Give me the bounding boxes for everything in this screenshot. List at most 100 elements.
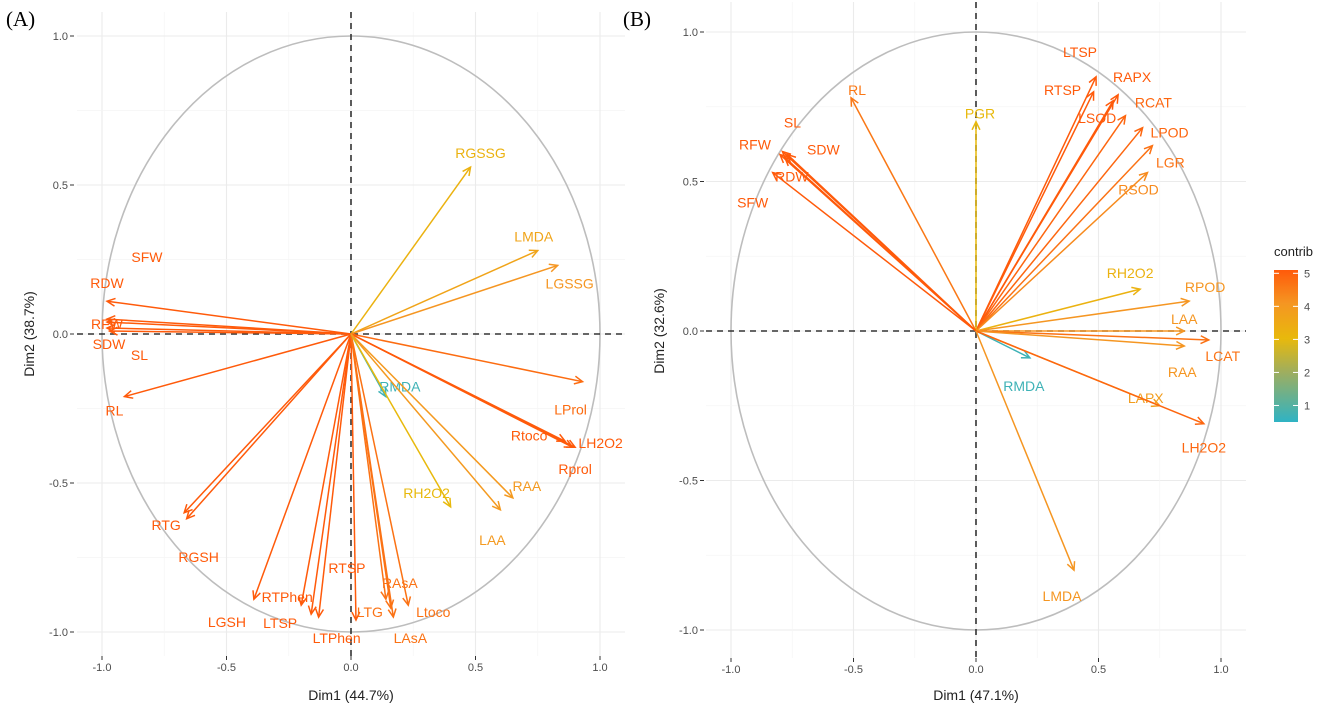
variable-arrow-lgssg: LGSSG	[350, 263, 594, 335]
variable-label: LH2O2	[1182, 440, 1227, 456]
variable-label: RL	[848, 82, 866, 98]
variable-arrow-lasa: LAsA	[350, 333, 428, 646]
arrow-head	[385, 599, 395, 610]
y-tick-label: 0.0	[53, 329, 68, 341]
variable-label: RAPX	[1113, 69, 1152, 85]
variable-arrow-ltphen: LTPhen	[313, 333, 361, 646]
arrow-shaft	[350, 333, 501, 511]
x-tick-label: 0.5	[468, 662, 483, 674]
variable-arrow-sl: SL	[107, 326, 352, 363]
variable-arrow-lcat: LCAT	[975, 330, 1241, 364]
arrow-head	[105, 297, 116, 307]
variable-label: LAA	[1171, 311, 1198, 327]
variable-label: RTG	[152, 517, 181, 533]
x-tick-label: 0.5	[1091, 664, 1106, 676]
arrow-head	[1175, 340, 1186, 350]
variable-arrow-rl: RL	[848, 82, 977, 332]
arrow-shaft	[975, 100, 1114, 332]
arrow-head	[1066, 561, 1076, 572]
arrow-shaft	[106, 321, 352, 335]
variable-label: LAA	[479, 532, 506, 548]
arrow-head	[1134, 126, 1144, 137]
y-tick-label: 0.0	[683, 326, 698, 338]
arrow-shaft	[350, 333, 395, 618]
variable-arrow-lsod: LSOD	[975, 99, 1116, 332]
variable-arrow-raa: RAA	[350, 333, 542, 500]
variable-label: LTSP	[263, 615, 297, 631]
variable-arrow-rmda: RMDA	[975, 330, 1045, 394]
variable-arrow-pgr: PGR	[965, 106, 995, 331]
arrow-head	[783, 156, 794, 167]
variable-arrow-rl: RL	[105, 333, 352, 419]
arrow-shaft	[975, 127, 1144, 332]
variable-label: SFW	[131, 249, 163, 265]
legend-tick-label: 3	[1304, 334, 1310, 346]
variable-label: RAA	[512, 478, 541, 494]
arrow-shaft	[975, 330, 1031, 359]
arrow-head	[566, 439, 577, 449]
arrow-shaft	[784, 157, 977, 332]
variable-label: LMDA	[514, 229, 554, 245]
arrow-head	[771, 171, 782, 181]
y-axis-title: Dim2 (38.7%)	[21, 291, 37, 377]
y-tick-label: -0.5	[679, 476, 698, 488]
variable-label: RTPhen	[262, 589, 313, 605]
variable-arrow-sfw: SFW	[737, 171, 977, 332]
arrow-head	[351, 611, 361, 622]
variable-label: LSOD	[1078, 110, 1116, 126]
arrow-shaft	[109, 330, 352, 335]
arrow-head	[1117, 114, 1127, 125]
legend-tick-label: 2	[1304, 367, 1310, 379]
variable-arrow-rh2o2: RH2O2	[975, 265, 1154, 332]
variable-arrow-raa: RAA	[975, 330, 1197, 380]
legend-tick-label: 4	[1304, 301, 1310, 313]
x-tick-label: 1.0	[1213, 664, 1228, 676]
variable-label: Ltoco	[416, 604, 450, 620]
arrow-shaft	[350, 333, 410, 606]
y-tick-label: -0.5	[49, 478, 68, 490]
variable-arrow-sfw: SFW	[105, 249, 352, 335]
x-axis-title: Dim1 (47.1%)	[933, 687, 1019, 703]
variable-label: LGSSG	[546, 275, 594, 291]
arrow-head	[402, 596, 412, 607]
variable-arrow-rsod: RSOD	[975, 171, 1159, 332]
arrow-shaft	[975, 300, 1190, 332]
variable-label: RMDA	[1003, 378, 1045, 394]
x-axis-title: Dim1 (44.7%)	[308, 687, 394, 703]
variable-arrow-rgsh: RGSH	[178, 333, 352, 565]
arrow-head	[1020, 350, 1032, 359]
arrow-shaft	[975, 145, 1153, 332]
legend-title: contrib	[1274, 244, 1313, 259]
arrow-head	[314, 608, 325, 619]
arrow-head	[778, 153, 789, 164]
variable-arrow-rdw: RDW	[775, 156, 977, 332]
variable-label: LCAT	[1205, 348, 1240, 364]
x-tick-label: -1.0	[722, 664, 741, 676]
arrow-shaft	[975, 330, 1209, 341]
arrow-shaft	[772, 171, 977, 332]
variable-arrow-rh2o2: RH2O2	[350, 333, 452, 509]
y-tick-label: 1.0	[683, 27, 698, 39]
variable-label: LPOD	[1151, 125, 1189, 141]
variable-label: RGSSG	[455, 145, 506, 161]
variable-arrow-laa: LAA	[976, 311, 1198, 336]
variable-arrow-lmda: LMDA	[975, 330, 1082, 604]
y-tick-label: 0.5	[683, 177, 698, 189]
arrow-shaft	[975, 330, 1185, 347]
arrow-head	[252, 590, 261, 601]
variable-label: RDW	[775, 169, 809, 185]
variable-label: RSOD	[1118, 182, 1158, 198]
arrow-head	[387, 608, 397, 619]
variable-arrow-rfw: RFW	[739, 137, 977, 332]
arrow-head	[1138, 171, 1149, 182]
legend-tick-label: 1	[1304, 400, 1310, 412]
arrow-head	[573, 375, 585, 385]
variable-arrow-rapx: RAPX	[975, 69, 1152, 332]
arrow-head	[1105, 99, 1115, 110]
arrow-head	[380, 590, 390, 601]
arrow-shaft	[850, 97, 977, 332]
arrow-head	[850, 96, 859, 107]
panel-label-a: (A)	[6, 7, 35, 31]
arrow-head	[1110, 93, 1119, 104]
arrow-head	[1131, 286, 1142, 296]
